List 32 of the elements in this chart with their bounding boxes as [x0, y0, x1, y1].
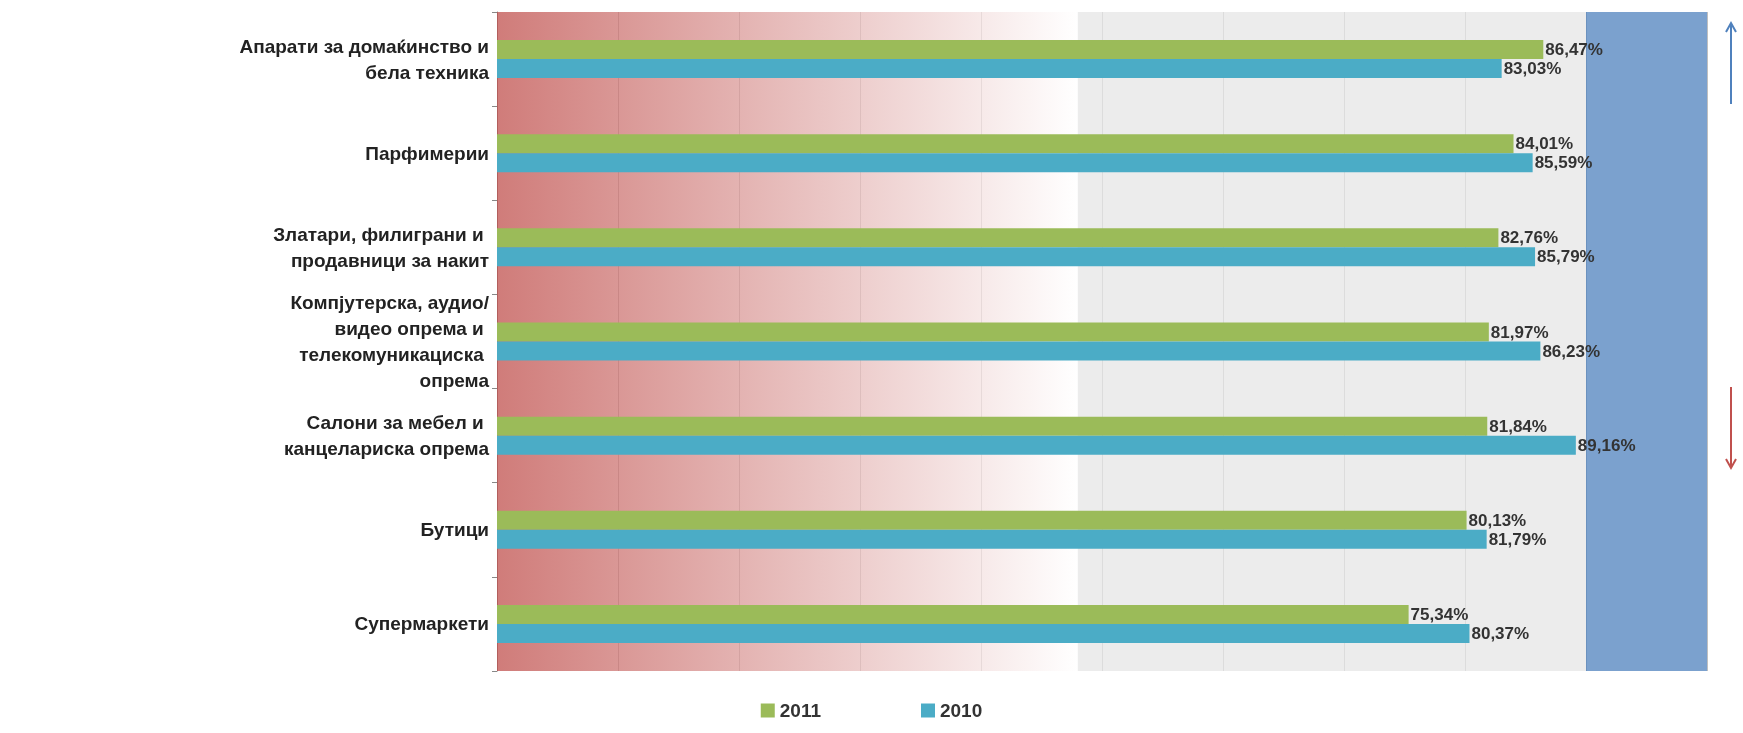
data-label: 80,37%	[1471, 623, 1530, 643]
data-label: 82,76%	[1500, 228, 1559, 248]
bar	[497, 40, 1544, 60]
bar	[497, 604, 1409, 624]
data-label: 81,79%	[1488, 529, 1547, 549]
legend-label: 2010	[939, 700, 983, 721]
bar	[497, 529, 1487, 549]
y-tick-label: Апарати за домаќинство и бела техника	[239, 35, 490, 83]
y-tick-label: Златари, филиграни и продавници за накит	[273, 223, 489, 271]
bar	[497, 341, 1541, 361]
bar	[497, 247, 1536, 267]
y-tick-label: Супермаркети	[354, 613, 489, 635]
bar	[497, 510, 1467, 530]
y-tick-label: Парфимерии	[365, 142, 489, 164]
data-label: 83,03%	[1503, 59, 1562, 79]
data-label: 84,01%	[1515, 134, 1574, 154]
bar	[497, 322, 1489, 342]
bar	[497, 416, 1488, 436]
bar	[497, 623, 1470, 643]
y-tick-label: Компјутерска, аудио/видео опрема и телекомуникациска опрема	[290, 292, 490, 391]
bar	[497, 435, 1576, 455]
bar	[497, 59, 1502, 79]
y-tick-label: Бутици	[420, 519, 489, 541]
data-label: 75,34%	[1410, 604, 1469, 624]
data-label: 81,84%	[1489, 416, 1547, 436]
y-tick-label: Салони за мебел и канцелариска опрема	[283, 412, 490, 460]
bar	[497, 153, 1533, 173]
data-label: 81,97%	[1490, 322, 1549, 342]
bar	[497, 228, 1499, 248]
data-label: 80,13%	[1468, 510, 1527, 530]
legend-label: 2011	[779, 700, 822, 721]
bar	[497, 134, 1514, 154]
